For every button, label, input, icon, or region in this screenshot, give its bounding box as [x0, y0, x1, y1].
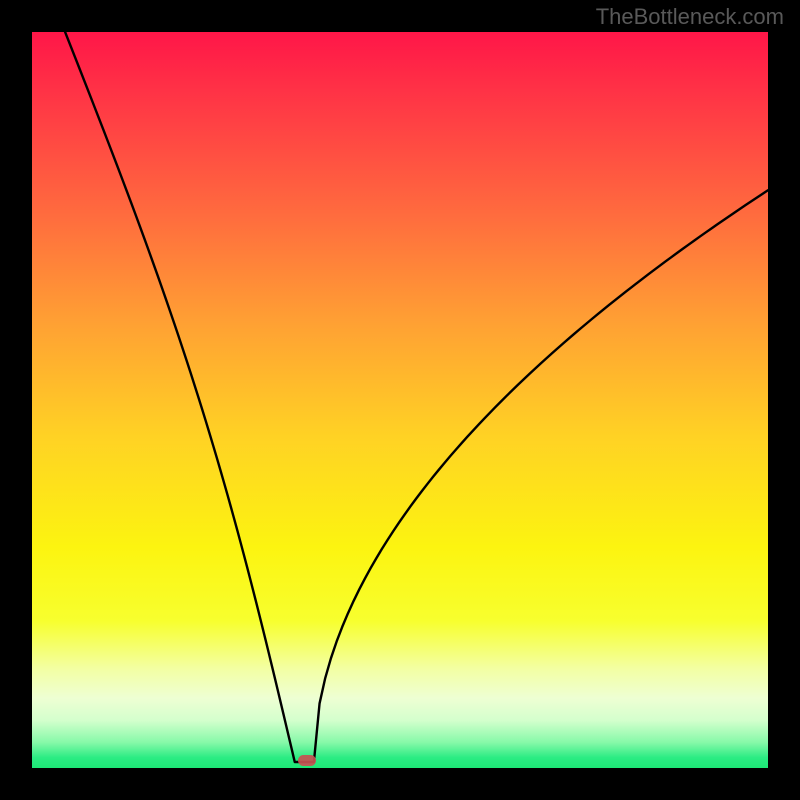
watermark-text: TheBottleneck.com [596, 4, 784, 30]
chart-container: TheBottleneck.com [0, 0, 800, 800]
plot-area [32, 32, 768, 768]
optimum-marker [298, 755, 316, 766]
bottleneck-curve [32, 32, 768, 768]
